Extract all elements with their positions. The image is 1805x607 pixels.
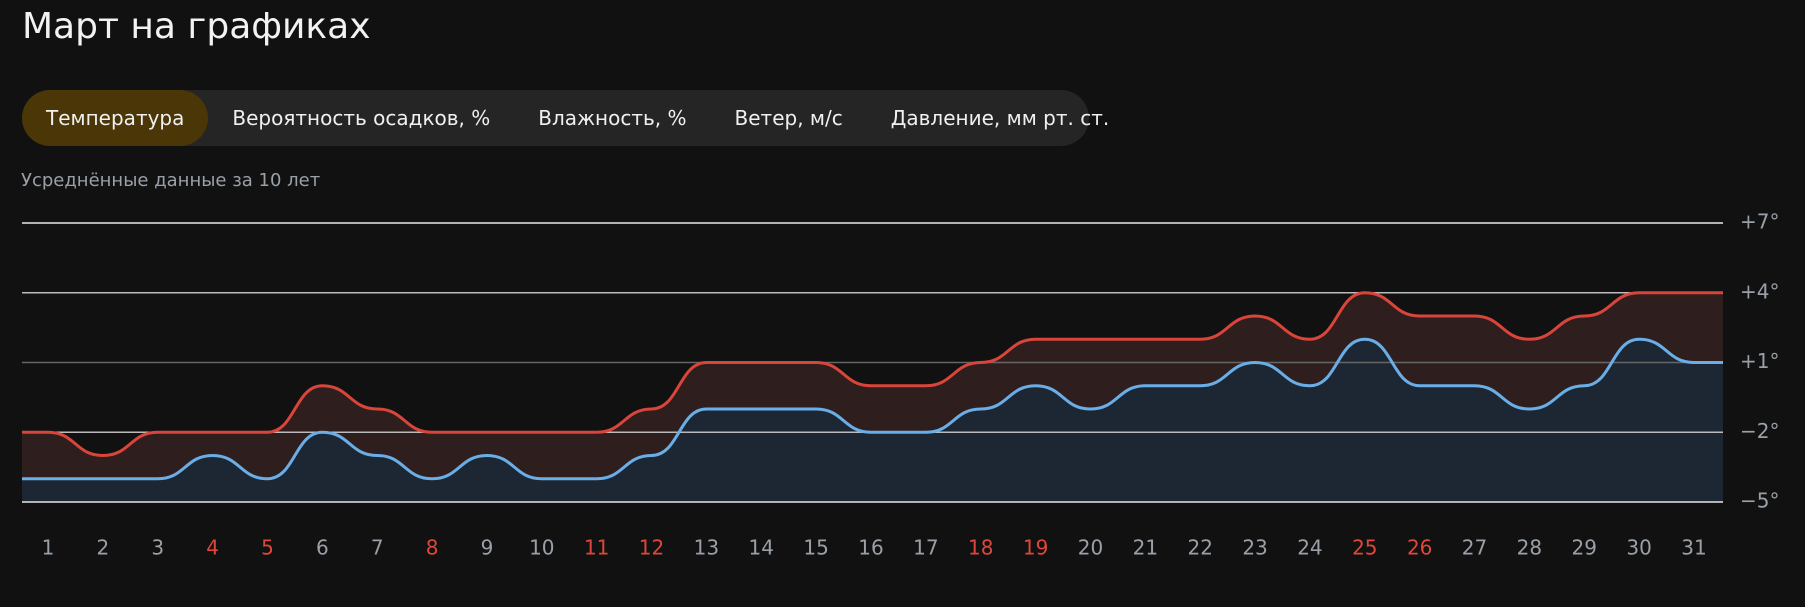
x-tick-label: 28 <box>1517 536 1542 560</box>
tab[interactable]: Температура <box>22 90 209 146</box>
x-tick-label: 21 <box>1133 536 1158 560</box>
x-tick-label: 13 <box>694 536 719 560</box>
y-tick-label: +1° <box>1740 349 1779 373</box>
tab[interactable]: Вероятность осадков, % <box>232 106 491 130</box>
x-tick-label: 8 <box>426 536 439 560</box>
y-tick-label: +4° <box>1740 279 1779 303</box>
x-tick-label: 5 <box>261 536 274 560</box>
line <box>22 337 1723 481</box>
x-tick-label: 29 <box>1572 536 1597 560</box>
x-tick-label: 11 <box>584 536 609 560</box>
x-tick-label: 25 <box>1352 536 1377 560</box>
area <box>22 339 1723 502</box>
x-tick-label: 27 <box>1462 536 1487 560</box>
x-tick-label: 30 <box>1626 536 1651 560</box>
x-tick-label: 6 <box>316 536 329 560</box>
x-tick-label: 26 <box>1407 536 1432 560</box>
tab-bar: Температура Вероятность осадков, % Влажнос… <box>22 90 1109 146</box>
x-tick-label: 14 <box>749 536 774 560</box>
page-title: Март на графиках <box>22 6 371 47</box>
x-tick-label: 12 <box>639 536 664 560</box>
tab[interactable]: Давление, мм рт. ст. <box>890 106 1110 130</box>
x-tick-label: 18 <box>968 536 993 560</box>
tab[interactable]: Влажность, % <box>538 106 687 130</box>
x-tick-label: 9 <box>481 536 494 560</box>
y-tick-label: −5° <box>1740 489 1779 513</box>
subtitle: Усреднённые данные за 10 лет <box>21 170 321 191</box>
x-tick-label: 3 <box>151 536 164 560</box>
x-tick-label: 23 <box>1242 536 1267 560</box>
x-tick-label: 31 <box>1681 536 1706 560</box>
x-tick-label: 4 <box>206 536 219 560</box>
x-tick-label: 7 <box>371 536 384 560</box>
x-tick-label: 16 <box>858 536 883 560</box>
x-tick-label: 1 <box>42 536 55 560</box>
line <box>22 291 1723 458</box>
y-tick-label: +7° <box>1740 210 1779 234</box>
tab[interactable]: Ветер, м/с <box>734 106 843 130</box>
x-tick-label: 2 <box>96 536 109 560</box>
x-tick-label: 10 <box>529 536 554 560</box>
x-tick-label: 20 <box>1078 536 1103 560</box>
x-tick-label: 22 <box>1187 536 1212 560</box>
x-tick-label: 17 <box>913 536 938 560</box>
x-tick-label: 24 <box>1297 536 1322 560</box>
x-tick-label: 15 <box>803 536 828 560</box>
y-tick-label: −2° <box>1740 419 1779 443</box>
x-tick-label: 19 <box>1023 536 1048 560</box>
